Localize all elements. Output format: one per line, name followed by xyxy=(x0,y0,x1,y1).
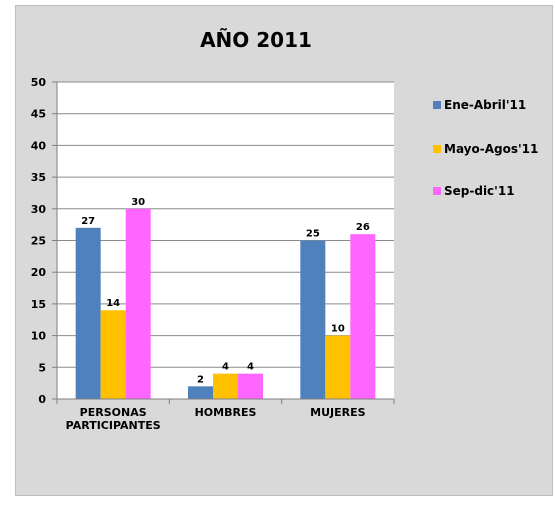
y-tick-label: 15 xyxy=(31,298,46,311)
x-tick-label: PARTICIPANTES xyxy=(66,419,161,432)
bar xyxy=(325,335,351,399)
data-label: 27 xyxy=(81,216,95,227)
bar xyxy=(213,373,238,399)
chart-title: AÑO 2011 xyxy=(200,28,312,52)
y-tick-label: 35 xyxy=(31,171,46,184)
legend-item-mayo-agos: Mayo-Agos'11 xyxy=(433,141,538,157)
legend-swatch-mayo-agos xyxy=(433,145,441,153)
legend-label-ene-abril: Ene-Abril'11 xyxy=(444,98,527,112)
bar xyxy=(100,310,126,399)
y-tick-label: 40 xyxy=(31,139,47,152)
data-label: 30 xyxy=(131,197,145,208)
legend-label-sep-dic: Sep-dic'11 xyxy=(444,184,515,198)
legend-item-sep-dic: Sep-dic'11 xyxy=(433,183,515,199)
y-tick-label: 0 xyxy=(38,393,46,406)
legend-swatch-ene-abril xyxy=(433,101,441,109)
y-tick-label: 10 xyxy=(31,330,47,343)
legend-label-mayo-agos: Mayo-Agos'11 xyxy=(444,142,539,156)
data-label: 4 xyxy=(247,362,254,373)
bar xyxy=(350,234,376,399)
bar xyxy=(300,240,326,399)
x-tick-label: HOMBRES xyxy=(195,406,257,419)
data-label: 26 xyxy=(356,222,370,233)
bar xyxy=(188,386,213,399)
bar xyxy=(75,227,101,399)
data-label: 4 xyxy=(222,362,229,373)
y-tick-label: 5 xyxy=(38,361,46,374)
x-tick-label: MUJERES xyxy=(310,406,365,419)
y-tick-label: 20 xyxy=(31,266,47,279)
y-tick-label: 50 xyxy=(31,76,47,89)
y-tick-label: 30 xyxy=(31,203,47,216)
y-tick-label: 25 xyxy=(31,235,46,248)
bar xyxy=(125,208,151,399)
bar xyxy=(238,373,263,399)
legend-swatch-sep-dic xyxy=(433,187,441,195)
data-label: 2 xyxy=(197,374,204,385)
x-tick-label: PERSONAS xyxy=(80,406,147,419)
legend-item-ene-abril: Ene-Abril'11 xyxy=(433,97,526,113)
y-tick-label: 45 xyxy=(31,108,46,121)
data-label: 10 xyxy=(331,324,345,335)
data-label: 14 xyxy=(106,298,120,309)
data-label: 25 xyxy=(306,229,320,240)
